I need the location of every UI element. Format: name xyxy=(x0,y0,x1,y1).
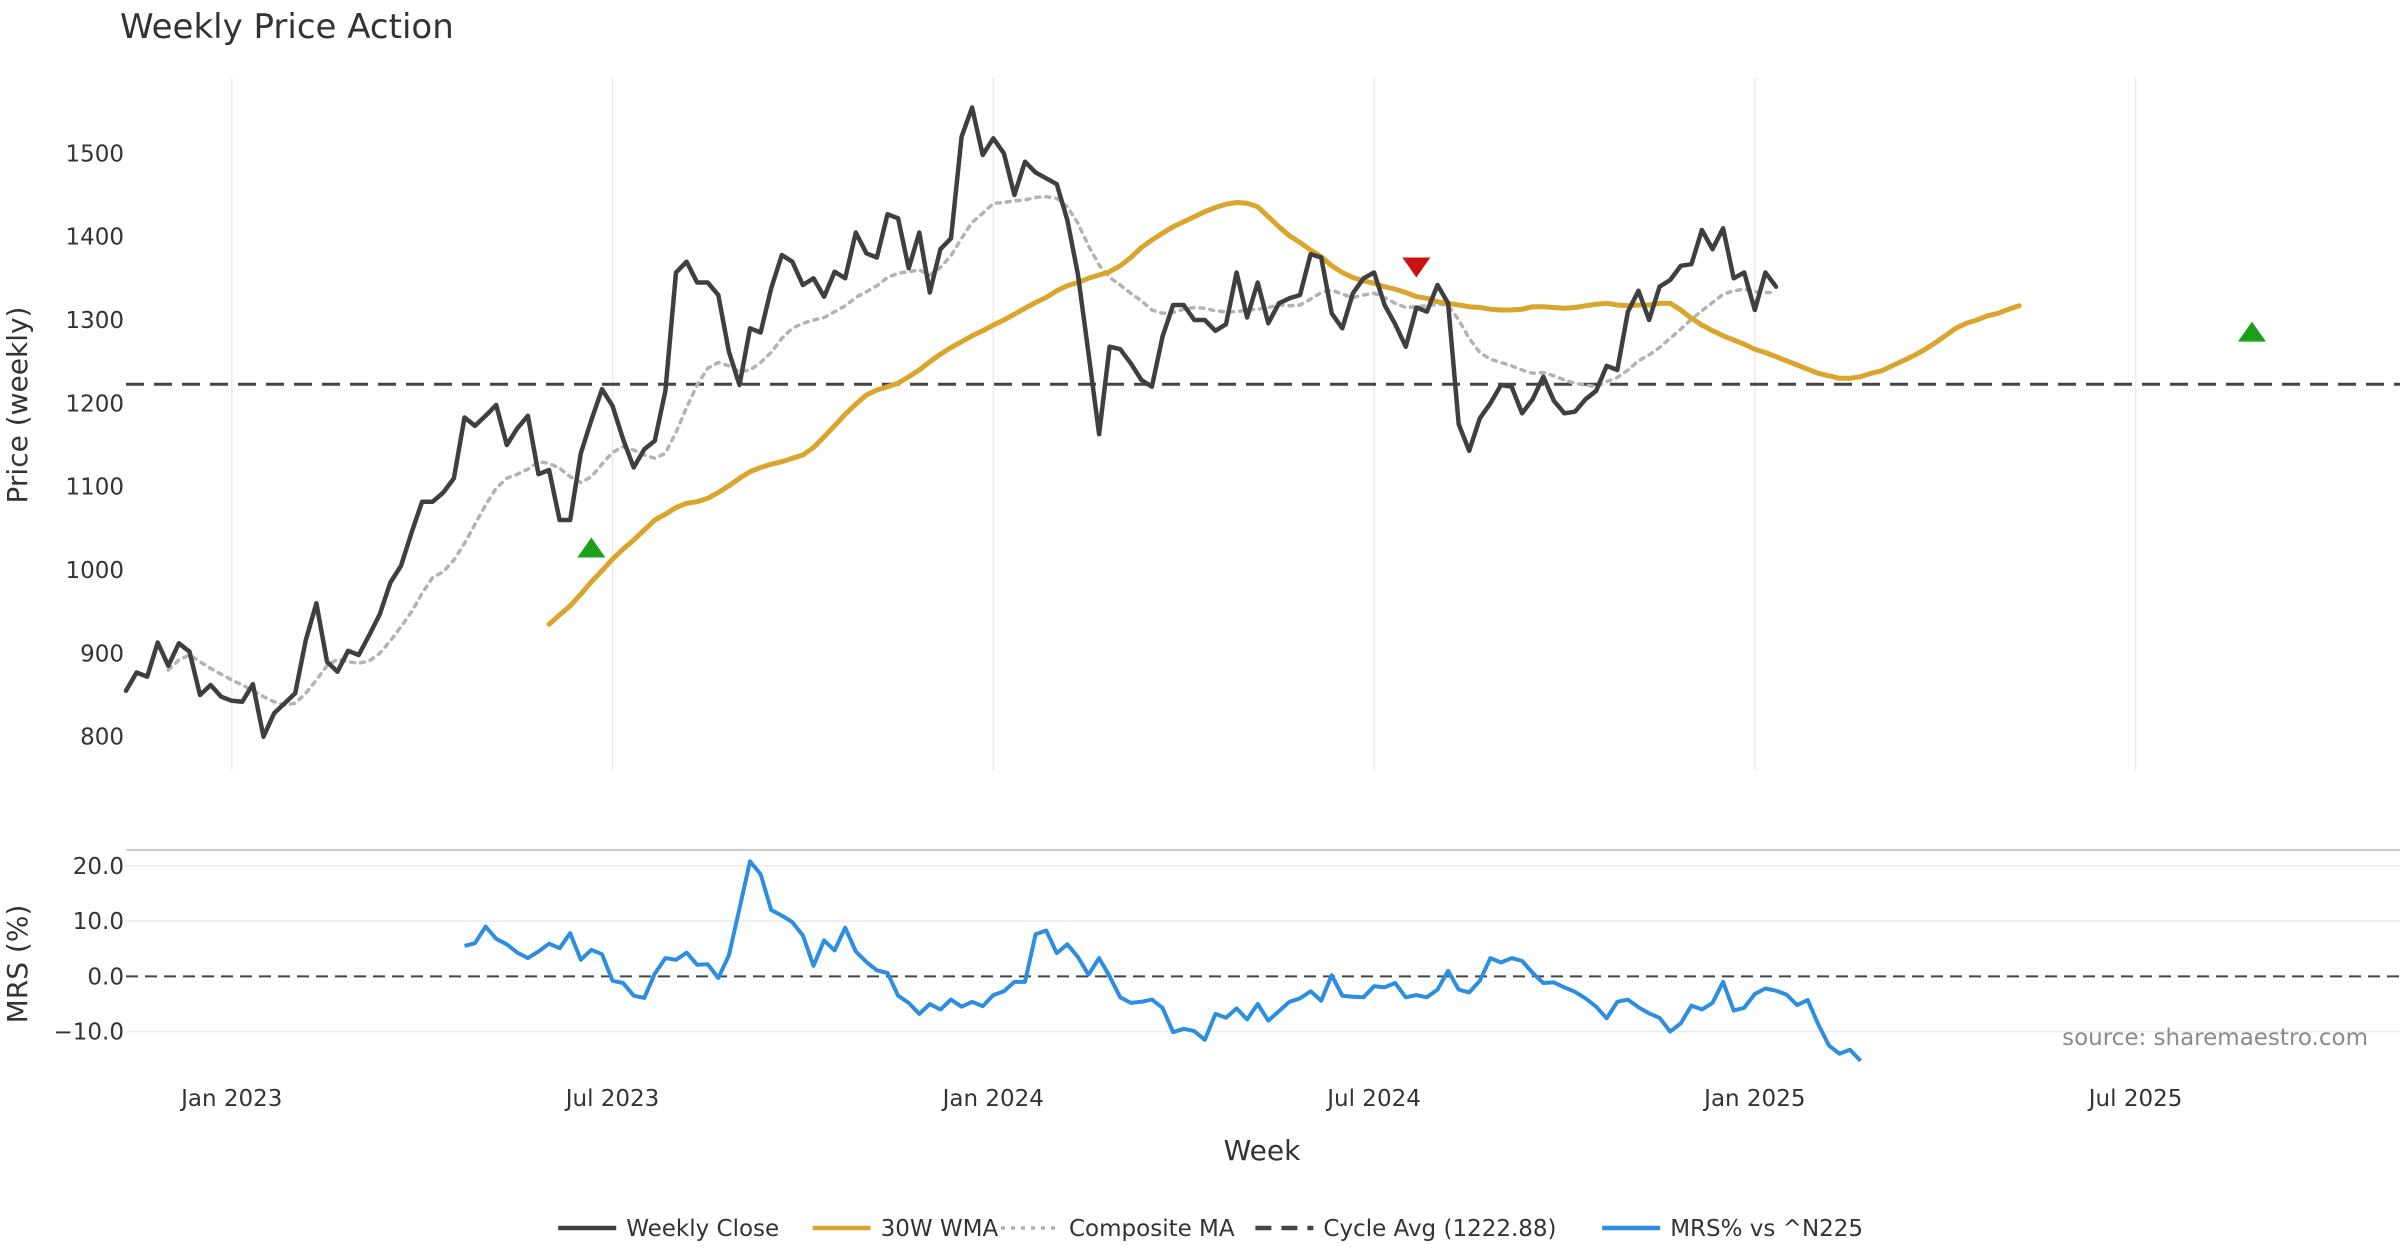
mrs-y-tick-label: 10.0 xyxy=(73,909,124,935)
price-y-axis: 800 900 1000 1100 1200 1300 1400 1500 xyxy=(65,141,124,750)
legend-item-cycle-avg-1222-88: Cycle Avg (1222.88) xyxy=(1255,1216,1557,1242)
30w-wma-line xyxy=(546,200,2022,627)
price-y-tick-label: 900 xyxy=(80,641,124,667)
chart-legend: Weekly Close 30W WMA Composite MA Cycle Avg… xyxy=(558,1216,1863,1242)
x-tick-label: Jan 2024 xyxy=(941,1086,1044,1112)
x-axis-title: Week xyxy=(1224,1134,1301,1167)
x-tick-label: Jul 2025 xyxy=(2087,1086,2183,1112)
x-tick-label: Jul 2023 xyxy=(564,1086,660,1112)
mrs-gridlines xyxy=(126,865,2400,1033)
price-y-tick-label: 1300 xyxy=(65,308,124,334)
legend-item-30w-wma: 30W WMA xyxy=(812,1216,999,1242)
legend-label: MRS% vs ^N225 xyxy=(1670,1216,1863,1242)
price-y-tick-label: 1100 xyxy=(65,475,124,501)
x-tick-label: Jan 2025 xyxy=(1702,1086,1805,1112)
price-y-tick-label: 1400 xyxy=(65,225,124,251)
legend-label: Weekly Close xyxy=(626,1216,779,1242)
source-note: source: sharemaestro.com xyxy=(2062,1025,2368,1051)
mrs-y-tick-label: −10.0 xyxy=(54,1020,124,1046)
price-gridlines xyxy=(231,78,2137,770)
composite-ma-line xyxy=(166,194,1778,707)
price-y-tick-label: 1000 xyxy=(65,558,124,584)
mrs-y-tick-label: 0.0 xyxy=(87,964,124,990)
mrs-y-tick-label: 20.0 xyxy=(73,854,124,880)
weekly-close-line xyxy=(123,105,1779,739)
mrs-y-axis-title: MRS (%) xyxy=(1,905,34,1024)
signal-markers xyxy=(577,257,2266,558)
legend-label: 30W WMA xyxy=(881,1216,999,1242)
x-axis: Jan 2023 Jul 2023 Jan 2024 Jul 2024 Jan 2025… xyxy=(179,1086,2182,1112)
legend-item-mrs-vs-n225: MRS% vs ^N225 xyxy=(1602,1216,1863,1242)
x-tick-label: Jan 2023 xyxy=(179,1086,282,1112)
x-tick-label: Jul 2024 xyxy=(1325,1086,1421,1112)
chart-title: Weekly Price Action xyxy=(120,7,454,47)
legend-label: Cycle Avg (1222.88) xyxy=(1323,1216,1556,1242)
price-series xyxy=(123,105,2400,739)
mrs-y-axis: −10.0 0.0 10.0 20.0 xyxy=(54,854,124,1046)
buy-signal-marker xyxy=(577,537,606,558)
legend-item-composite-ma: Composite MA xyxy=(1001,1216,1235,1242)
mrs-series xyxy=(464,859,1863,1063)
buy-signal-marker xyxy=(2237,321,2266,342)
price-y-tick-label: 800 xyxy=(80,725,124,751)
legend-item-weekly-close: Weekly Close xyxy=(558,1216,779,1242)
price-y-axis-title: Price (weekly) xyxy=(1,307,34,504)
price-y-tick-label: 1500 xyxy=(65,141,124,167)
legend-label: Composite MA xyxy=(1069,1216,1235,1242)
price-y-tick-label: 1200 xyxy=(65,391,124,417)
mrs-vs-n225-line xyxy=(464,859,1863,1063)
sell-signal-marker xyxy=(1402,257,1431,278)
